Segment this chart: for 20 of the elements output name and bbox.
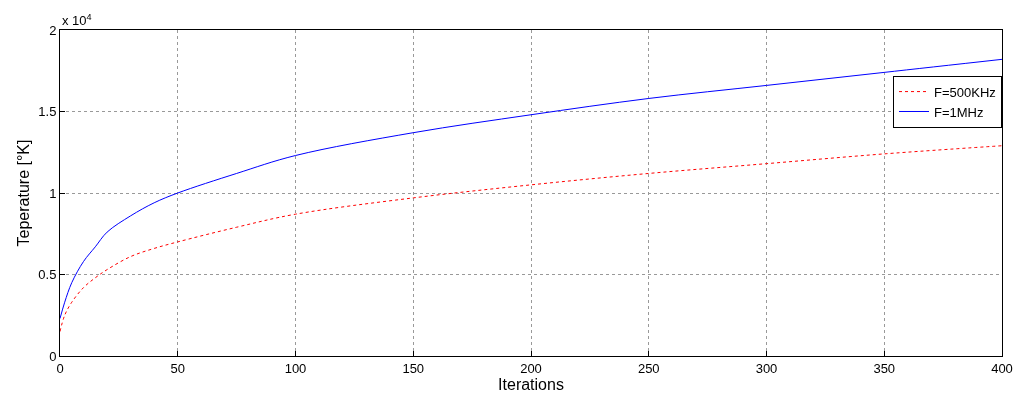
y-tick-label: 2 — [49, 22, 57, 38]
x-tick-label: 350 — [873, 360, 896, 376]
line-series — [60, 58, 1002, 320]
x-tick-label: 200 — [520, 360, 542, 376]
line-series — [60, 145, 1002, 333]
y-tick-label: 1.5 — [38, 104, 57, 120]
x-tick-label: 50 — [170, 360, 185, 376]
legend-label: F=500KHz — [934, 84, 996, 100]
x-tick-label: 250 — [637, 360, 660, 376]
x-axis-title: Iterations — [498, 375, 564, 393]
legend-label: F=1MHz — [934, 104, 984, 120]
y-tick-label: 0.5 — [38, 267, 57, 283]
y-axis-title: Teperature [°K] — [15, 139, 33, 247]
y-tick-label: 1 — [49, 185, 57, 201]
y-tick-label: 0 — [49, 348, 57, 364]
x-tick-label: 100 — [284, 360, 307, 376]
x-tick-label: 300 — [755, 360, 778, 376]
text: x 10$^{4}$ — [62, 12, 92, 29]
x-tick-label: 150 — [402, 360, 425, 376]
x-tick-label: 400 — [991, 360, 1013, 376]
